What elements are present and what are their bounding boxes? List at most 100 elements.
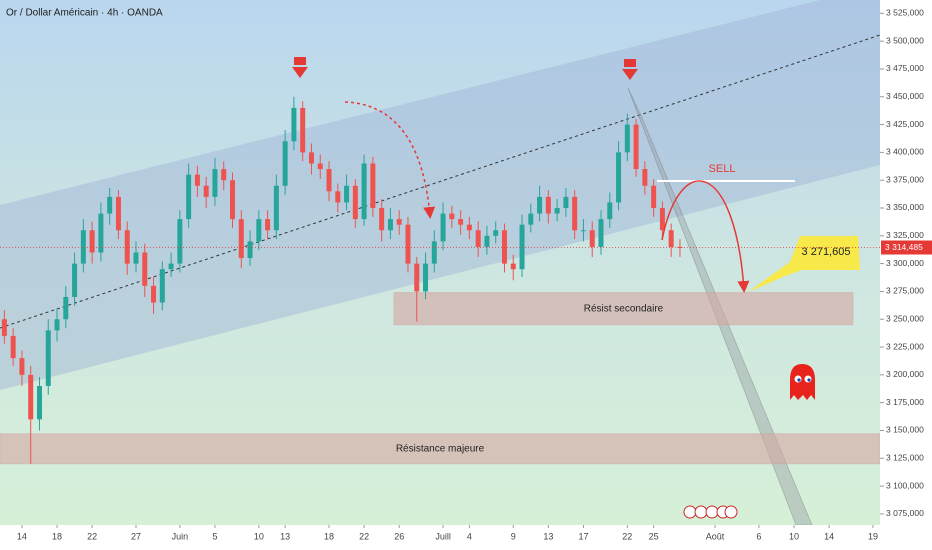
candles — [1, 96, 683, 464]
down-arrow-marker — [622, 59, 638, 80]
zone — [393, 292, 854, 326]
x-tick-label: 5 — [212, 531, 217, 541]
zone-label: Résist secondaire — [584, 303, 664, 314]
candle-body — [440, 213, 446, 242]
candle-body — [159, 269, 165, 303]
x-tick-label: 13 — [280, 531, 290, 541]
chart-title: Or / Dollar Américain · 4h · OANDA — [6, 8, 163, 19]
candle-body — [98, 213, 104, 253]
x-tick-label: 22 — [359, 531, 369, 541]
x-tick-label: 18 — [324, 531, 334, 541]
candle-body — [545, 196, 551, 214]
candle-body — [36, 385, 42, 420]
candle-body — [493, 230, 499, 236]
y-tick-label: 3 075,000 — [886, 508, 924, 518]
candle-body — [186, 174, 192, 220]
candle-body — [361, 163, 367, 220]
y-tick-label: 3 125,000 — [886, 453, 924, 463]
candle-body — [501, 230, 507, 264]
x-tick-label: Juill — [435, 531, 451, 541]
candle-body — [484, 235, 490, 247]
candle-body — [642, 169, 648, 186]
candle-body — [414, 263, 420, 292]
candle-body — [651, 185, 657, 208]
event-flags — [683, 505, 738, 519]
current-price-tag — [881, 240, 932, 255]
candle-body — [519, 224, 525, 270]
candle-body — [63, 296, 69, 320]
candle-body — [89, 230, 95, 253]
y-tick-label: 3 400,000 — [886, 147, 924, 157]
y-tick-label: 3 275,000 — [886, 286, 924, 296]
x-tick-label: 27 — [131, 531, 141, 541]
candle-body — [668, 230, 674, 247]
candle-body — [256, 219, 262, 242]
candle-body — [563, 196, 569, 208]
candle-body — [291, 107, 297, 142]
x-tick-label: 14 — [824, 531, 834, 541]
sell-arrow — [661, 180, 750, 293]
x-tick-label: 9 — [511, 531, 516, 541]
ascending-channel — [0, 0, 880, 390]
x-tick-label: 10 — [254, 531, 264, 541]
candle-body — [633, 124, 639, 170]
x-tick-label: 4 — [467, 531, 472, 541]
candle-body — [238, 219, 244, 259]
candle-body — [133, 252, 139, 264]
x-tick-label: 22 — [87, 531, 97, 541]
sell-label: SELL — [709, 163, 736, 175]
candle-body — [142, 252, 148, 286]
candle-body — [370, 163, 376, 208]
y-tick-label: 3 225,000 — [886, 341, 924, 351]
zones: Résist secondaire Résistance majeure — [0, 292, 881, 465]
candle-body — [203, 185, 209, 197]
candle-body — [247, 241, 253, 259]
y-tick-label: 3 425,000 — [886, 119, 924, 129]
y-tick-label: 3 475,000 — [886, 63, 924, 73]
x-tick-label: 18 — [52, 531, 62, 541]
y-tick-label: 3 300,000 — [886, 258, 924, 268]
candle-body — [659, 207, 665, 231]
candle-body — [194, 174, 200, 186]
x-tick-label: 26 — [394, 531, 404, 541]
candle-body — [317, 163, 323, 170]
candle-body — [177, 219, 183, 264]
x-tick-label: Juin — [172, 531, 189, 541]
candle-body — [54, 319, 60, 331]
x-tick-label: 22 — [622, 531, 632, 541]
candle-body — [475, 230, 481, 247]
current-price-label: 3 314,485 — [885, 242, 923, 252]
y-tick-label: 3 175,000 — [886, 397, 924, 407]
candle-body — [80, 230, 86, 264]
y-tick-label: 3 200,000 — [886, 369, 924, 379]
y-tick-label: 3 350,000 — [886, 202, 924, 212]
x-tick-label: Août — [706, 531, 725, 541]
y-tick-label: 3 525,000 — [886, 8, 924, 18]
candle-body — [308, 152, 314, 164]
target-label: 3 271,605 — [802, 246, 851, 258]
x-tick-label: 19 — [868, 531, 878, 541]
candle-body — [624, 124, 630, 153]
ghost-icon — [790, 364, 815, 400]
candle-body — [554, 207, 560, 214]
candle-body — [431, 241, 437, 264]
candle-body — [265, 219, 271, 231]
candle-body — [300, 107, 306, 153]
y-tick-label: 3 500,000 — [886, 35, 924, 45]
candle-body — [379, 207, 385, 231]
candle-body — [273, 185, 279, 231]
x-tick-label: 25 — [649, 531, 659, 541]
y-tick-label: 3 450,000 — [886, 91, 924, 101]
candle-body — [28, 374, 34, 420]
candle-body — [326, 169, 332, 192]
candle-body — [344, 185, 350, 203]
candle-body — [598, 219, 604, 247]
candle-body — [528, 213, 534, 225]
y-tick-label: 3 325,000 — [886, 230, 924, 240]
candle-body — [572, 196, 578, 231]
channel-midline — [0, 34, 881, 329]
candle-body — [45, 330, 51, 386]
x-tick-label: 14 — [17, 531, 27, 541]
candle-body — [19, 358, 25, 375]
